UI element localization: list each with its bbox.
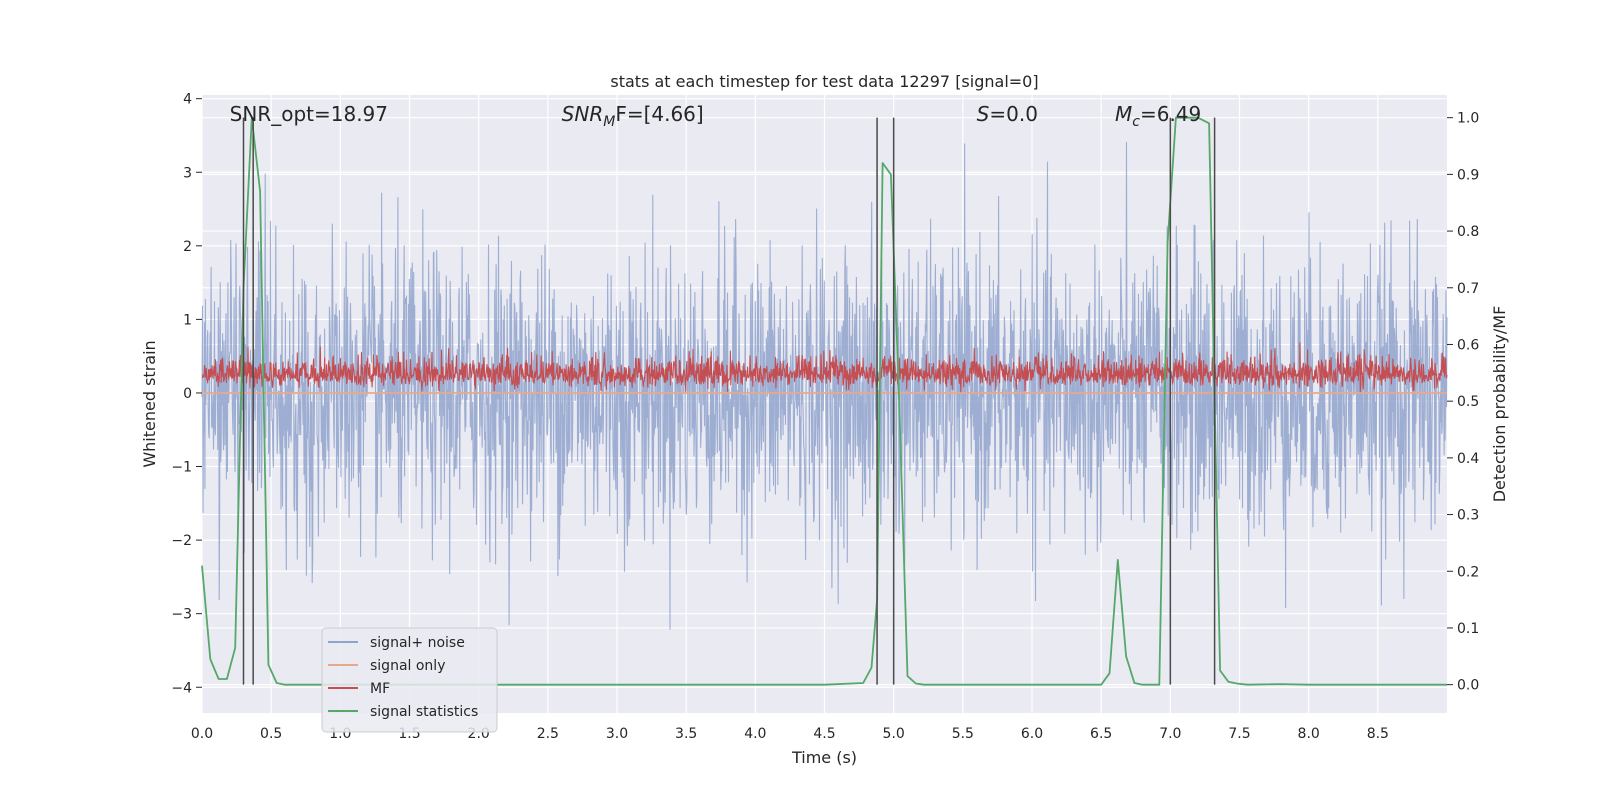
y2-tick-label: 0.8 <box>1457 224 1479 240</box>
x-axis-label: Time (s) <box>791 748 857 767</box>
y-axis-ticks: −4 −3 −2 −1 0 1 2 3 4 <box>171 92 202 696</box>
y2-tick-label: 0.6 <box>1457 337 1479 353</box>
annotations: SNR_opt=18.97 SNRMF=[4.66] S=0.0 Mc=6.49 <box>230 102 1202 130</box>
y-tick-label: 0 <box>183 386 192 402</box>
y-tick-label: −2 <box>171 533 192 549</box>
x-tick-label: 2.5 <box>537 726 559 742</box>
x-tick-label: 6.0 <box>1021 726 1043 742</box>
y2-tick-label: 0.4 <box>1457 451 1479 467</box>
annotation-text: SNRMF=[4.66] <box>562 102 704 130</box>
y-axis-label: Whitened strain <box>140 340 159 467</box>
chart-title: stats at each timestep for test data 122… <box>610 72 1038 91</box>
y2-tick-label: 0.0 <box>1457 678 1479 694</box>
vertical-markers <box>242 117 1216 685</box>
y2-tick-label: 0.3 <box>1457 508 1479 524</box>
y-tick-label: −1 <box>171 460 192 476</box>
y-tick-label: 2 <box>183 239 192 255</box>
series-signal-statistics-line <box>201 116 1447 686</box>
series-mf-line <box>201 342 1448 393</box>
legend-label: signal+ noise <box>370 635 465 651</box>
y2-tick-label: 0.7 <box>1457 281 1479 297</box>
legend-label: signal only <box>370 658 445 674</box>
x-tick-label: 6.5 <box>1090 726 1112 742</box>
series-signal-noise-line <box>201 141 1448 630</box>
x-tick-label: 8.5 <box>1367 726 1389 742</box>
y-tick-label: −4 <box>171 680 192 696</box>
y2-tick-label: 0.9 <box>1457 167 1479 183</box>
y2-axis-ticks: 0.0 0.1 0.2 0.3 0.4 0.5 0.6 0.7 0.8 0.9 1.0 <box>1447 111 1479 694</box>
y2-axis-label: Detection probability/MF <box>1490 306 1509 503</box>
legend-box <box>321 627 498 733</box>
x-tick-label: 7.5 <box>1228 726 1250 742</box>
x-tick-label: 3.5 <box>675 726 697 742</box>
y2-tick-label: 0.5 <box>1457 394 1479 410</box>
annotation-text: Mc=6.49 <box>1115 102 1201 130</box>
y2-tick-label: 1.0 <box>1457 111 1479 127</box>
x-tick-label: 7.0 <box>1159 726 1181 742</box>
x-tick-label: 0.0 <box>191 726 213 742</box>
x-tick-label: 4.0 <box>744 726 766 742</box>
y-tick-label: 1 <box>183 312 192 328</box>
y-tick-label: −3 <box>171 607 192 623</box>
annotation-text: SNR_opt=18.97 <box>230 102 388 126</box>
y-tick-label: 4 <box>183 92 192 108</box>
y2-tick-label: 0.1 <box>1457 621 1479 637</box>
annotation-text: S=0.0 <box>977 102 1038 126</box>
legend-label: MF <box>370 681 390 697</box>
x-tick-label: 0.5 <box>260 726 282 742</box>
x-tick-label: 8.0 <box>1298 726 1320 742</box>
y2-tick-label: 0.2 <box>1457 564 1479 580</box>
x-tick-label: 3.0 <box>606 726 628 742</box>
x-tick-label: 5.5 <box>952 726 974 742</box>
x-axis-ticks: 0.0 0.5 1.0 1.5 2.0 2.5 3.0 3.5 4.0 4.5 5.0 5.5 6.0 6… <box>191 726 1389 742</box>
legend-label: signal statistics <box>370 704 478 720</box>
x-tick-label: 5.0 <box>883 726 905 742</box>
legend: signal+ noise signal only MF signal statist… <box>321 627 498 733</box>
series-layer <box>201 116 1448 686</box>
y-tick-label: 3 <box>183 165 192 181</box>
x-tick-label: 4.5 <box>813 726 835 742</box>
